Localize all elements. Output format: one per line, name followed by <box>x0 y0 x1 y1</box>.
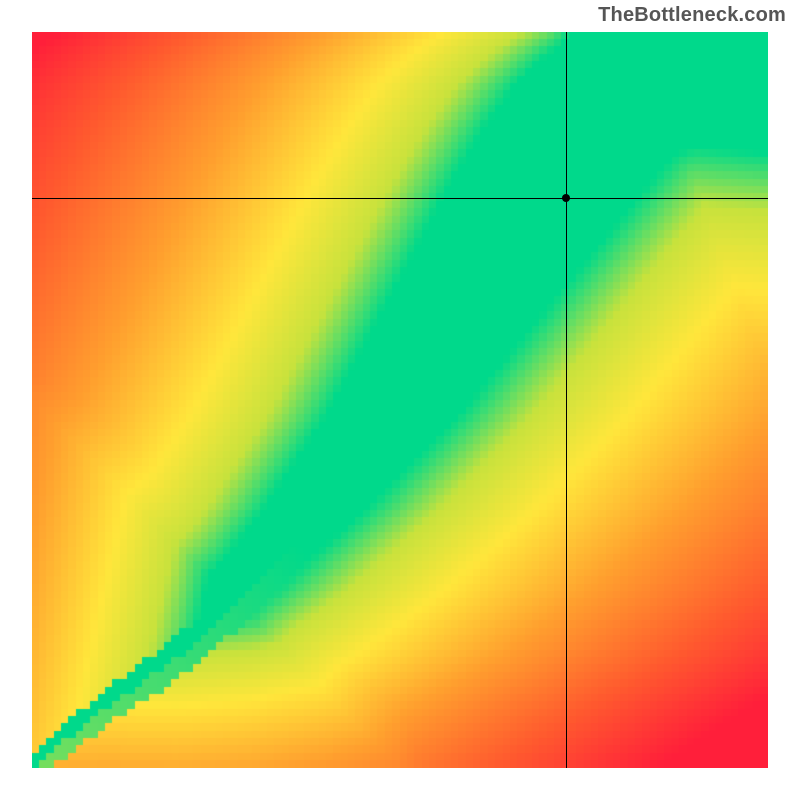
crosshair-vertical <box>566 32 567 768</box>
chart-container: TheBottleneck.com <box>0 0 800 800</box>
heatmap-canvas <box>32 32 768 768</box>
crosshair-horizontal <box>32 198 768 199</box>
plot-area <box>32 32 768 768</box>
watermark-text: TheBottleneck.com <box>598 4 786 27</box>
crosshair-dot <box>562 194 570 202</box>
